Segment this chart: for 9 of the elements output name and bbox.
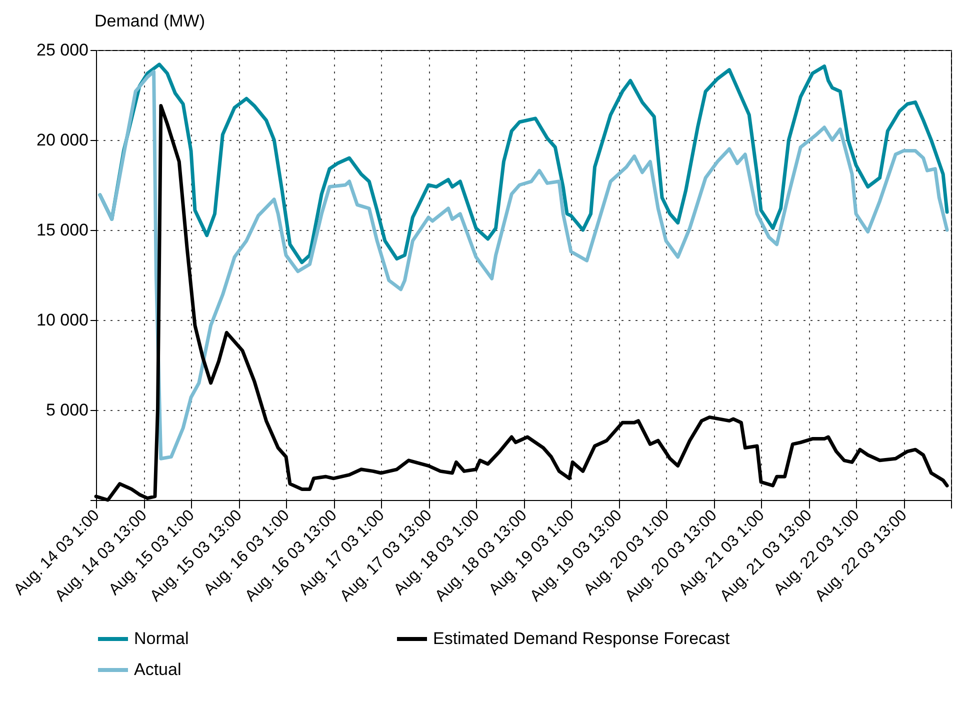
y-axis-title: Demand (MW) <box>94 12 206 30</box>
y-tick-label: 15 000 <box>36 220 88 240</box>
y-tick-label: 5 000 <box>46 400 88 420</box>
y-tick-label: 25 000 <box>36 40 88 60</box>
legend-label: Normal <box>134 629 189 648</box>
legend-label: Actual <box>134 660 182 679</box>
y-tick-label: 20 000 <box>36 130 88 150</box>
y-tick-label: 10 000 <box>36 310 88 330</box>
legend-label: Estimated Demand Response Forecast <box>433 629 730 648</box>
